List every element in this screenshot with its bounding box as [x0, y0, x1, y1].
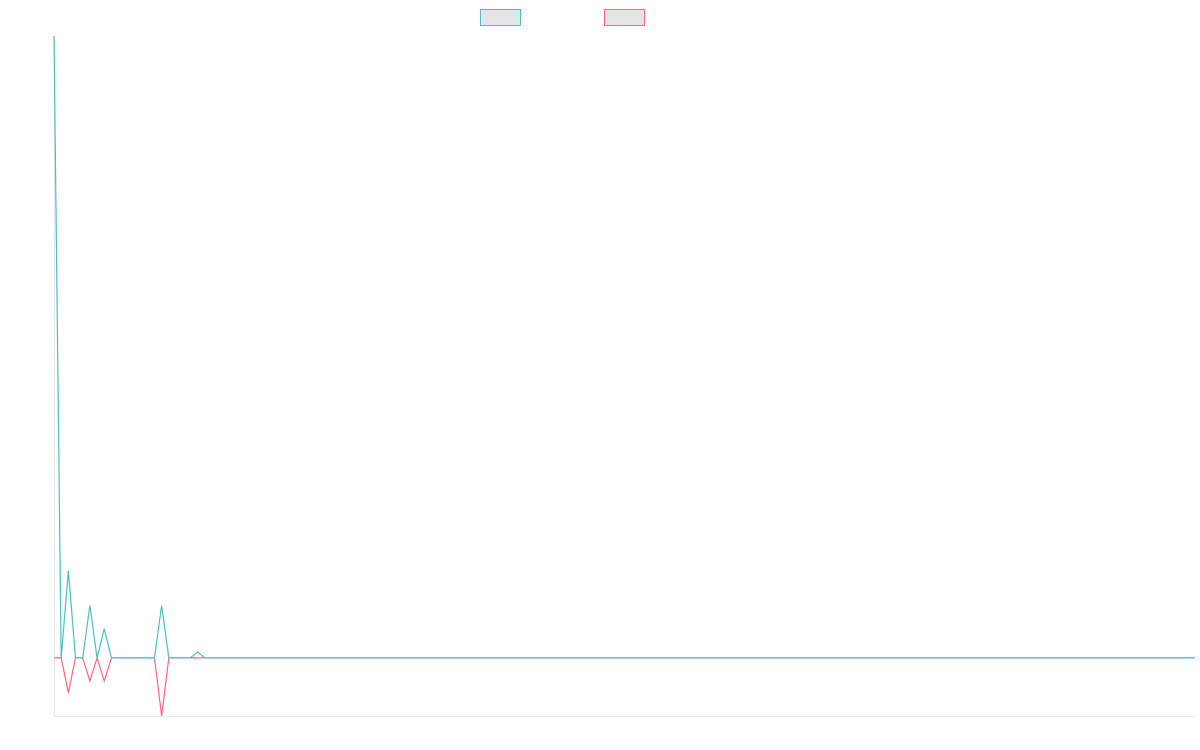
- series-line-2: [54, 655, 1195, 717]
- legend: [480, 9, 645, 26]
- legend-swatch-series-1[interactable]: [480, 9, 521, 26]
- series-line-1: [53, 35, 1195, 659]
- legend-swatch-series-2[interactable]: [604, 9, 645, 26]
- plot-area: [53, 35, 1195, 717]
